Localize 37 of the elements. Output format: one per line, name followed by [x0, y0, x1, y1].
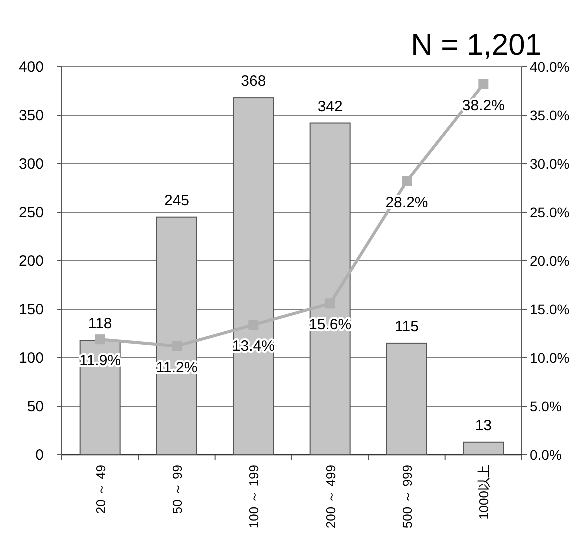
- y-tick-label: 100: [18, 350, 44, 367]
- y-tick-label: 300: [18, 156, 44, 173]
- y2-tick-label: 25.0%: [530, 204, 570, 220]
- y-tick-label: 200: [18, 253, 44, 270]
- y2-tick-label: 40.0%: [530, 59, 570, 75]
- y-tick-label: 0: [36, 447, 44, 464]
- y2-tick-label: 30.0%: [530, 156, 570, 172]
- data-label: 115: [395, 318, 419, 336]
- y2-tick-label: 5.0%: [530, 398, 562, 414]
- text: N = 1,201: [411, 29, 542, 62]
- y-tick-label: 350: [18, 108, 44, 124]
- point: [402, 176, 412, 186]
- data-label: 38.2%: [462, 97, 505, 114]
- x-tick-label: 1000以上: [476, 465, 492, 520]
- data-label: 118: [88, 316, 112, 333]
- data-label: 245: [164, 192, 190, 210]
- point: [478, 79, 489, 90]
- y-tick-label: 50: [27, 398, 44, 416]
- y-tick-label: 250: [18, 204, 44, 222]
- x-tick-label: 100 ～ 199: [246, 465, 262, 529]
- y2-tick-label: 0.0%: [530, 447, 562, 463]
- y2-tick-label: 15.0%: [530, 302, 570, 318]
- y2-tick-label: 20.0%: [530, 253, 570, 269]
- y-tick-label: 150: [18, 302, 44, 318]
- y-tick-label: 400: [18, 59, 44, 76]
- data-label: 368: [241, 73, 266, 90]
- point: [95, 334, 106, 345]
- x-tick-label: 50 ～ 99: [170, 465, 185, 514]
- y2-tick-label: 35.0%: [530, 108, 570, 124]
- x-tick-label: 20 ～ 49: [93, 465, 108, 514]
- data-label: 28.2%: [386, 194, 428, 212]
- x-tick-label: 500 ～ 999: [400, 465, 415, 529]
- data-label: 13: [475, 417, 492, 434]
- y2-tick-label: 10.0%: [530, 350, 570, 366]
- bar: [463, 442, 504, 456]
- data-label: 342: [318, 98, 343, 116]
- x-tick-label: 200 ～ 499: [323, 465, 338, 529]
